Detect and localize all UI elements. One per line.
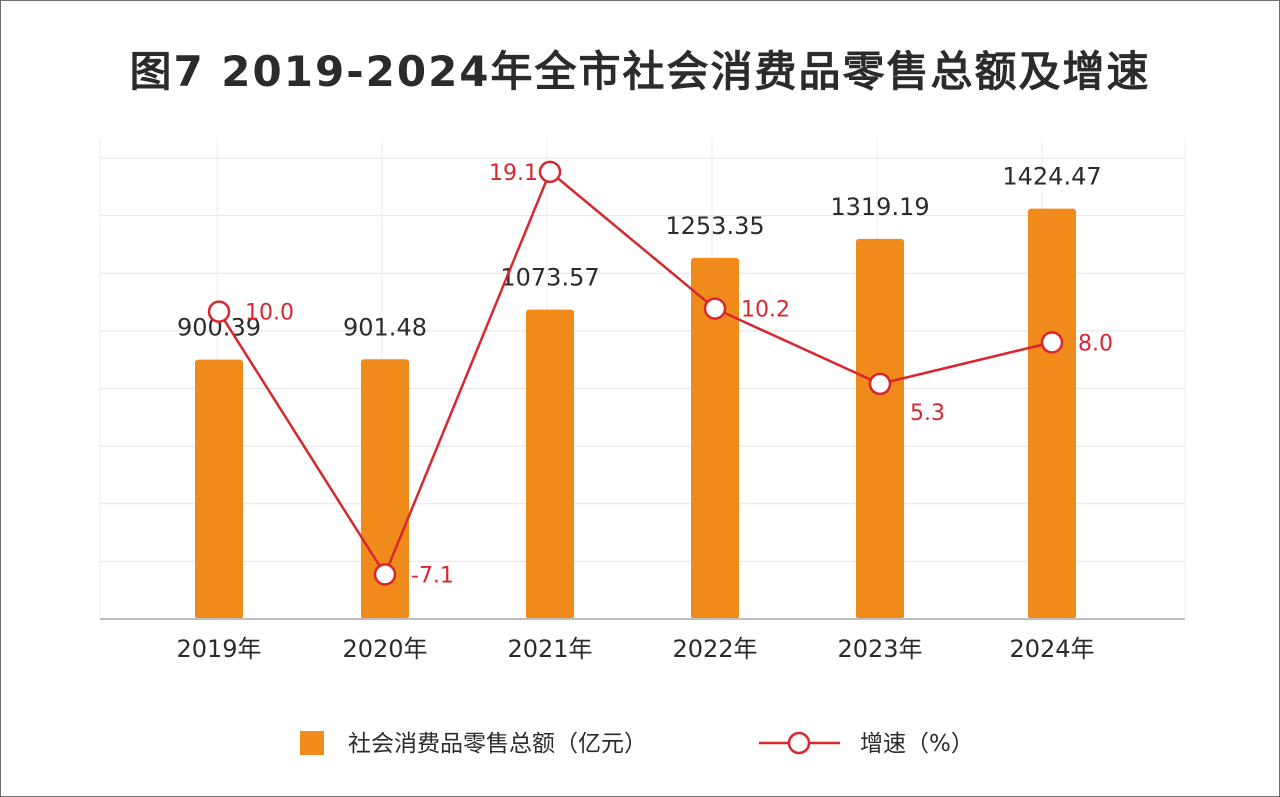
bar <box>691 257 739 619</box>
growth-value-label: 5.3 <box>910 401 945 426</box>
x-tick-label: 2021年 <box>507 635 592 663</box>
bar <box>526 309 574 619</box>
bar-value-label: 1073.57 <box>500 264 599 292</box>
growth-point <box>538 160 562 184</box>
x-tick-label: 2022年 <box>672 635 757 663</box>
growth-value-label: 19.1 <box>489 161 538 186</box>
growth-value-label: 10.0 <box>245 301 294 326</box>
bar <box>856 238 904 619</box>
growth-point <box>868 372 892 396</box>
legend-line-marker <box>787 731 811 755</box>
growth-point <box>703 297 727 320</box>
chart-title: 图7 2019-2024年全市社会消费品零售总额及增速 <box>129 47 1151 96</box>
growth-point <box>373 563 397 586</box>
legend-bar-swatch <box>300 731 324 755</box>
growth-value-label: -7.1 <box>411 563 454 588</box>
x-tick-label: 2023年 <box>837 635 922 663</box>
legend-bar-label: 社会消费品零售总额（亿元） <box>348 731 647 757</box>
growth-value-label: 10.2 <box>741 298 790 323</box>
bar <box>1028 208 1076 619</box>
x-tick-label: 2019年 <box>176 635 261 663</box>
growth-line <box>217 169 1053 578</box>
bar-value-label: 901.48 <box>343 313 427 341</box>
bar-value-label: 1424.47 <box>1002 163 1101 191</box>
growth-point <box>1040 331 1064 354</box>
x-tick-label: 2020年 <box>342 635 427 663</box>
growth-value-label: 8.0 <box>1078 331 1113 356</box>
legend-line-label: 增速（%） <box>860 731 974 757</box>
growth-point <box>207 300 231 323</box>
x-tick-label: 2024年 <box>1009 635 1094 663</box>
bar <box>195 359 243 619</box>
bar-value-label: 1319.19 <box>830 193 929 221</box>
bar-value-label: 1253.35 <box>665 212 764 240</box>
